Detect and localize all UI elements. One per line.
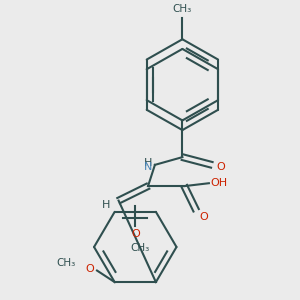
Text: O: O [85,264,94,274]
Text: OH: OH [211,178,228,188]
Text: O: O [199,212,208,222]
Text: O: O [217,162,226,172]
Text: CH₃: CH₃ [56,258,75,268]
Text: H: H [102,200,111,210]
Text: O: O [131,229,140,238]
Text: CH₃: CH₃ [130,243,150,253]
Text: N: N [144,162,152,172]
Text: H: H [144,158,152,168]
Text: CH₃: CH₃ [173,4,192,14]
